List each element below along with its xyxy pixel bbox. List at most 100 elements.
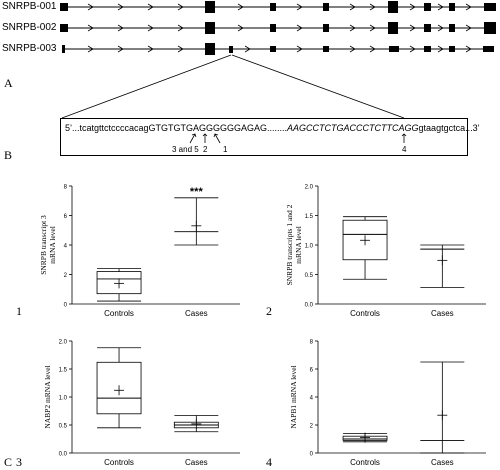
exon [60,24,68,32]
panel-letter-c: C [4,455,13,469]
transcript-label-3: SNRPB-003 [2,43,57,54]
transcript-diagram [60,1,496,119]
y-tick-label: 4 [310,396,314,402]
exon [424,24,431,32]
y-tick-label: 2 [64,273,68,279]
y-axis-label-line: mRNA level [48,226,57,264]
category-label: Cases [431,309,454,318]
y-tick-label: 6 [64,214,68,220]
y-tick-label: 0.5 [305,273,314,279]
y-tick-label: 6 [310,368,314,374]
y-tick-label: 8 [64,185,68,191]
y-axis-label-line: mRNA level [294,226,303,264]
exon [270,3,276,11]
exon [483,46,494,52]
exon [449,24,455,32]
box-1 [420,244,465,288]
category-label: Controls [104,309,134,318]
exon [484,22,496,34]
y-tick-label: 2 [310,424,314,430]
exon [449,46,455,52]
chart-2: 0.0 0.5 1.0 1.5 2.0 SNRPB transcripts 1 and 2… [285,185,486,318]
y-axis-label-line: SNRPB transcript 3 [39,215,48,275]
marker-2: 2 [203,145,208,154]
exon [323,24,329,32]
y-tick-label: 0.5 [59,424,68,430]
box-0 [96,347,142,429]
transcript-row-3 [62,43,494,55]
exon [424,46,431,52]
marker-4: 4 [402,145,407,154]
subpanel-number-1: 1 [16,304,22,318]
exon [323,46,329,52]
zoom-line-left [61,54,232,119]
category-label: Cases [185,309,208,318]
y-axis-label: SNRPB transcripts 1 and 2mRNA level [285,204,303,285]
y-tick-label: 2.0 [59,340,68,346]
sequence-arrows [189,133,407,144]
chart-4: 0 2 4 6 8 NAPB1 mRNA level Controls Cases [289,340,486,467]
exon [449,3,455,11]
y-axis-label: NAPB1 mRNA level [289,365,298,428]
box-0 [342,432,388,443]
exon [229,46,233,53]
transcript-label-1: SNRPB-001 [2,1,57,12]
category-label: Cases [185,458,208,467]
exon [388,22,398,34]
category-label: Controls [104,458,134,467]
y-tick-label: 0.0 [305,303,314,309]
box-1 [420,361,465,454]
exon [60,3,68,11]
chart-1: 0 2 4 6 8 SNRPB transcript 3mRNA level Control… [39,185,240,318]
exon [323,3,329,11]
panel-letter-b: B [4,148,13,162]
box-0 [96,268,142,302]
transcript-row-1 [60,1,496,13]
exon [484,3,496,11]
transcript-label-2: SNRPB-002 [2,22,57,33]
y-tick-label: 0 [64,303,68,309]
exon [62,45,65,53]
zoom-line-right [231,54,405,119]
panel-letter-a: A [4,76,13,90]
exon [205,43,215,55]
y-axis-label: SNRPB transcript 3mRNA level [39,215,57,275]
y-tick-label: 8 [310,340,314,346]
exon [270,24,276,32]
box-1 [173,415,219,433]
y-tick-label: 1.5 [59,368,68,374]
seq-italic: AAGCCTCTGACCCTCTTCAGG [287,123,419,133]
exon [389,46,399,52]
y-tick-label: 2.0 [305,185,314,191]
exon [270,46,276,52]
box-0 [342,216,388,280]
subpanel-number-2: 2 [266,304,272,318]
marker-1: 1 [223,145,228,154]
subpanel-number-3: 3 [16,455,22,469]
seq-prefix: 5’...tcatgttctccccacagGTGTGTGAGGGGGGAGAG… [65,123,288,133]
marker-3-and-5: 3 and 5 [172,145,199,154]
exon [205,1,215,13]
y-axis-label: NABP2 mRNA level [43,365,52,428]
y-axis-label-line: SNRPB transcripts 1 and 2 [285,204,294,285]
y-tick-label: 1.5 [305,214,314,220]
seq-suffix: gtaagtgctca...3’ [418,123,480,133]
subpanel-number-4: 4 [266,455,272,469]
exon [205,22,215,34]
y-tick-label: 0.0 [59,452,68,458]
y-tick-label: 1.0 [59,396,68,402]
y-tick-label: 4 [64,244,68,250]
sequence-text: 5’...tcatgttctccccacagGTGTGTGAGGGGGGAGAG… [65,123,480,133]
category-label: Cases [431,458,454,467]
significance-annotation: *** [190,186,204,198]
y-tick-label: 1.0 [305,244,314,250]
transcript-row-2 [60,22,496,34]
exon [388,1,398,13]
chart-3: 0.0 0.5 1.0 1.5 2.0 NABP2 mRNA level Controls C… [43,340,240,467]
y-tick-label: 0 [310,452,314,458]
category-label: Controls [350,458,380,467]
box-1 [174,197,219,246]
exon [424,3,431,11]
sequence-box: 5’...tcatgttctccccacagGTGTGTGAGGGGGGAGAG… [60,118,480,156]
category-label: Controls [350,309,380,318]
